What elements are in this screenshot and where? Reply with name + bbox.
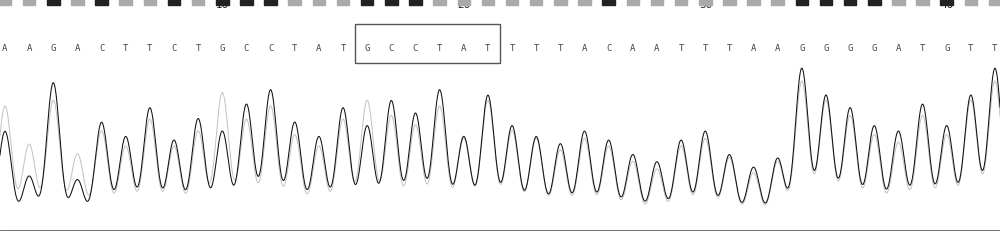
Text: 40: 40	[940, 0, 953, 10]
Bar	[820, 0, 832, 5]
Text: T: T	[123, 44, 128, 53]
Text: A: A	[582, 44, 587, 53]
Bar	[627, 0, 639, 5]
Text: T: T	[534, 44, 539, 53]
Text: C: C	[171, 44, 177, 53]
Bar	[216, 0, 229, 5]
Bar	[796, 0, 808, 5]
Text: C: C	[413, 44, 418, 53]
Text: A: A	[461, 44, 466, 53]
Text: T: T	[485, 44, 491, 53]
Text: C: C	[244, 44, 249, 53]
Bar	[506, 0, 518, 5]
Bar	[554, 0, 567, 5]
Bar	[433, 0, 446, 5]
Text: T: T	[437, 44, 442, 53]
Text: G: G	[944, 44, 949, 53]
Bar	[602, 0, 615, 5]
Bar	[892, 0, 905, 5]
Text: T: T	[920, 44, 925, 53]
Bar	[47, 0, 60, 5]
Text: T: T	[340, 44, 346, 53]
Text: T: T	[558, 44, 563, 53]
Text: C: C	[606, 44, 611, 53]
Text: A: A	[896, 44, 901, 53]
Text: A: A	[316, 44, 322, 53]
Text: A: A	[775, 44, 780, 53]
Text: G: G	[799, 44, 805, 53]
Bar	[578, 0, 591, 5]
Bar	[868, 0, 881, 5]
Bar	[240, 0, 253, 5]
Bar	[989, 0, 1000, 5]
Bar	[723, 0, 736, 5]
Bar	[313, 0, 325, 5]
Bar	[916, 0, 929, 5]
Text: C: C	[99, 44, 104, 53]
Text: 10: 10	[216, 0, 229, 10]
Text: T: T	[292, 44, 297, 53]
Text: G: G	[847, 44, 853, 53]
Text: A: A	[654, 44, 660, 53]
Text: 30: 30	[699, 0, 712, 10]
Bar	[119, 0, 132, 5]
Text: C: C	[268, 44, 273, 53]
Text: G: G	[51, 44, 56, 53]
Text: T: T	[509, 44, 515, 53]
Bar	[23, 0, 35, 5]
Text: G: G	[220, 44, 225, 53]
Bar	[95, 0, 108, 5]
Text: G: G	[365, 44, 370, 53]
Bar	[0, 0, 11, 5]
Bar	[771, 0, 784, 5]
Bar	[965, 0, 977, 5]
Bar	[458, 0, 470, 5]
Bar	[675, 0, 687, 5]
Bar	[288, 0, 301, 5]
Text: T: T	[992, 44, 998, 53]
Bar	[409, 0, 422, 5]
Bar	[699, 0, 712, 5]
Bar	[355, 24, 500, 63]
Text: A: A	[75, 44, 80, 53]
Text: C: C	[389, 44, 394, 53]
Bar	[940, 0, 953, 5]
Bar	[71, 0, 84, 5]
Text: G: G	[872, 44, 877, 53]
Bar	[192, 0, 204, 5]
Bar	[482, 0, 494, 5]
Text: T: T	[195, 44, 201, 53]
Bar	[264, 0, 277, 5]
Text: T: T	[968, 44, 974, 53]
Bar	[168, 0, 180, 5]
Text: A: A	[2, 44, 8, 53]
Bar	[144, 0, 156, 5]
Text: T: T	[703, 44, 708, 53]
Text: A: A	[751, 44, 756, 53]
Bar	[337, 0, 349, 5]
Bar	[361, 0, 373, 5]
Text: A: A	[630, 44, 635, 53]
Bar	[747, 0, 760, 5]
Bar	[385, 0, 398, 5]
Bar	[651, 0, 663, 5]
Text: T: T	[147, 44, 153, 53]
Text: 20: 20	[457, 0, 470, 10]
Text: A: A	[26, 44, 32, 53]
Bar	[844, 0, 856, 5]
Text: T: T	[678, 44, 684, 53]
Text: T: T	[727, 44, 732, 53]
Bar	[530, 0, 542, 5]
Text: G: G	[823, 44, 829, 53]
